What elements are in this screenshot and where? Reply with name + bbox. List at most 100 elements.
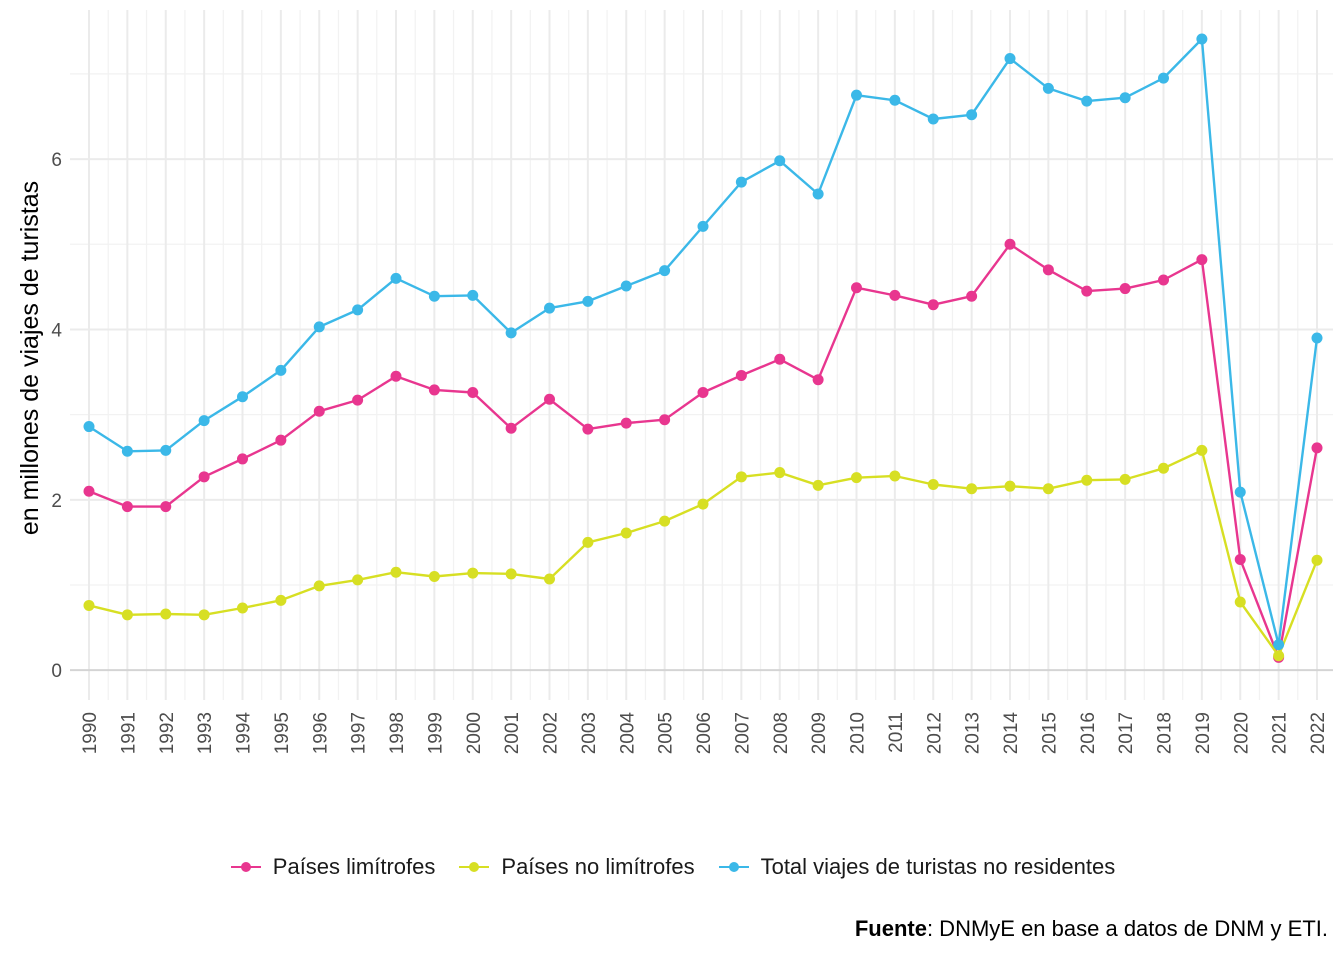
x-tick-label: 2022 [1308, 712, 1329, 754]
data-point [83, 599, 95, 611]
data-point [1311, 442, 1323, 454]
data-point [697, 220, 709, 232]
data-point [1004, 238, 1016, 250]
data-point [428, 570, 440, 582]
data-point [620, 417, 632, 429]
data-point [735, 176, 747, 188]
major-gridlines [70, 10, 1333, 700]
data-point [83, 421, 95, 433]
data-point [505, 422, 517, 434]
data-point [352, 304, 364, 316]
data-point [237, 453, 248, 465]
data-point [121, 501, 133, 513]
source-caption: Fuente: DNMyE en base a datos de DNM y E… [855, 916, 1328, 942]
x-tick-label: 2021 [1270, 712, 1291, 754]
x-tick-label: 2016 [1078, 712, 1099, 754]
x-tick-label: 2020 [1231, 712, 1252, 754]
y-tick-label: 6 [51, 150, 62, 171]
data-point [313, 580, 325, 592]
legend-item: Países no limítrofes [457, 854, 695, 880]
data-point [544, 302, 555, 314]
data-point [198, 415, 210, 427]
x-tick-label: 2007 [732, 712, 753, 754]
x-tick-label: 2008 [771, 712, 792, 754]
data-point [620, 280, 632, 292]
data-point [121, 609, 133, 621]
data-point [313, 321, 325, 333]
minor-gridlines [70, 10, 1333, 700]
x-tick-label: 2019 [1193, 712, 1214, 754]
data-point [505, 568, 517, 580]
data-point [582, 536, 594, 548]
x-tick-label: 2001 [502, 712, 523, 754]
x-tick-label: 2009 [809, 712, 830, 754]
data-point [1004, 480, 1016, 492]
data-point [851, 282, 862, 294]
data-point [198, 609, 210, 621]
data-point [1158, 462, 1169, 474]
legend-item: Países limítrofes [229, 854, 435, 880]
data-point [1081, 285, 1093, 297]
x-tick-label: 2015 [1039, 712, 1060, 754]
data-point [620, 527, 632, 539]
data-point [160, 444, 172, 456]
x-tick-label: 1999 [425, 712, 446, 754]
data-point [1234, 596, 1246, 608]
data-point [275, 434, 287, 446]
data-point [735, 369, 747, 381]
data-point [966, 483, 978, 495]
y-tick-label: 4 [51, 320, 62, 341]
x-tick-label: 2002 [541, 712, 562, 754]
legend-key [717, 857, 751, 877]
x-tick-label: 2011 [886, 712, 907, 753]
data-point [1158, 274, 1169, 286]
data-point [275, 364, 287, 376]
data-point [889, 94, 901, 106]
data-point [1042, 82, 1054, 94]
data-point [1311, 332, 1323, 344]
data-point [697, 386, 709, 398]
data-point [927, 299, 939, 311]
x-tick-label: 2000 [464, 712, 485, 754]
legend-label: Países no limítrofes [501, 854, 695, 879]
x-tick-label: 1990 [80, 712, 101, 754]
data-point [659, 515, 671, 527]
data-point [927, 113, 939, 125]
data-point [1273, 639, 1285, 651]
data-point [1119, 92, 1131, 104]
data-point [812, 374, 824, 386]
x-tick-label: 1993 [195, 712, 216, 754]
legend-item: Total viajes de turistas no residentes [717, 854, 1116, 880]
x-tick-label: 2014 [1001, 712, 1022, 755]
x-tick-label: 1996 [310, 712, 331, 754]
data-point [1119, 473, 1131, 485]
data-point [352, 394, 364, 406]
y-axis-title: en millones de viajes de turistas [16, 181, 44, 535]
data-point [927, 478, 939, 490]
data-point [1273, 650, 1285, 662]
data-point [889, 470, 901, 482]
data-point [544, 573, 555, 585]
legend-key [457, 857, 491, 877]
data-point [83, 485, 95, 497]
data-point [582, 423, 594, 435]
data-point [1196, 254, 1208, 266]
x-axis-tick-labels: 1990 1991 1992 1993 1994 1995 1996 1997 1998 1999… [80, 712, 1329, 755]
x-tick-label: 1997 [349, 712, 370, 754]
x-tick-label: 2010 [848, 712, 869, 754]
data-point [774, 353, 786, 365]
legend-label: Total viajes de turistas no residentes [760, 854, 1116, 879]
data-point [467, 289, 479, 301]
data-point [582, 295, 594, 307]
x-tick-label: 2005 [656, 712, 677, 754]
data-point [966, 109, 978, 121]
data-point [467, 386, 479, 398]
data-point [390, 566, 402, 578]
data-point [1119, 283, 1131, 295]
data-point [121, 445, 133, 457]
data-point [275, 594, 287, 606]
data-point [467, 567, 479, 579]
x-tick-label: 1991 [118, 712, 139, 754]
data-point [774, 155, 786, 167]
